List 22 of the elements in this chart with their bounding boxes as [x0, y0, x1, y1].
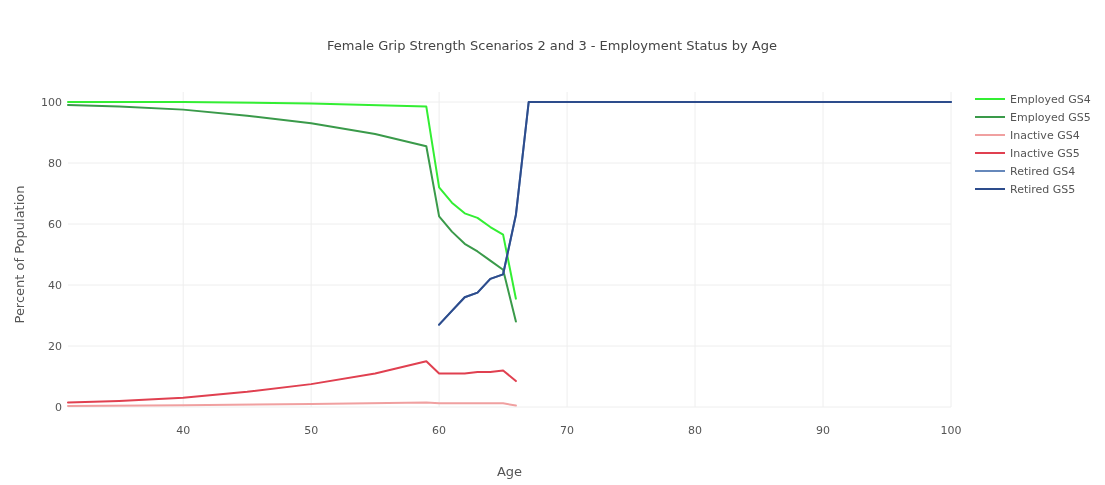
legend-label: Retired GS4 — [1010, 165, 1076, 178]
y-tick-label: 60 — [48, 218, 62, 231]
x-tick-label: 60 — [432, 424, 447, 437]
x-tick-label: 80 — [688, 424, 703, 437]
x-tick-label: 100 — [940, 424, 962, 437]
y-tick-label: 0 — [55, 401, 62, 414]
legend-label: Inactive GS4 — [1010, 129, 1080, 142]
y-tick-label: 20 — [48, 340, 62, 353]
x-tick-label: 40 — [176, 424, 191, 437]
legend-label: Inactive GS5 — [1010, 147, 1080, 160]
x-tick-label: 70 — [560, 424, 575, 437]
y-tick-label: 100 — [41, 96, 62, 109]
legend-label: Retired GS5 — [1010, 183, 1076, 196]
x-tick-label: 90 — [816, 424, 831, 437]
x-tick-label: 50 — [304, 424, 319, 437]
x-axis-title: Age — [496, 464, 523, 479]
legend-label: Employed GS4 — [1010, 93, 1091, 106]
y-tick-label: 40 — [48, 279, 62, 292]
chart-title: Female Grip Strength Scenarios 2 and 3 - Employment Status by Age — [327, 38, 777, 53]
legend-label: Employed GS5 — [1010, 111, 1091, 124]
y-axis-title: Percent of Population — [12, 185, 27, 324]
y-tick-label: 80 — [48, 157, 62, 170]
